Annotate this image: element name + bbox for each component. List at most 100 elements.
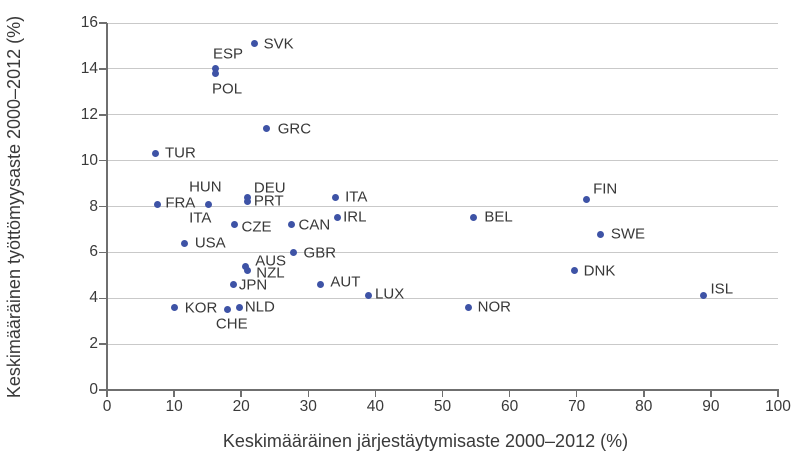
x-tick-60 — [508, 389, 511, 397]
y-tick-label-4: 4 — [89, 289, 98, 307]
point-label-deu: DEU — [253, 179, 286, 197]
data-point-jpn — [230, 280, 238, 288]
x-tick-label-90: 90 — [702, 398, 720, 415]
x-tick-label-50: 50 — [433, 398, 452, 415]
y-tick-12 — [99, 114, 107, 116]
x-tick-label-100: 100 — [765, 398, 791, 415]
point-label-hun: HUN — [189, 178, 222, 196]
x-tick-label-80: 80 — [635, 398, 653, 415]
gridline-y-16 — [107, 22, 778, 24]
data-point-gbr — [290, 248, 298, 256]
y-tick-label-10: 10 — [80, 151, 98, 169]
data-point-fin — [582, 196, 590, 204]
data-point-ita — [331, 193, 339, 201]
point-label-jpn: JPN — [238, 276, 268, 294]
data-point-deu — [244, 193, 252, 201]
gridline-y-14 — [107, 68, 778, 70]
y-tick-8 — [99, 205, 107, 208]
point-label-tur: TUR — [164, 144, 196, 162]
y-tick-10 — [99, 159, 107, 162]
y-tick-14 — [99, 68, 107, 70]
x-tick-label-20: 20 — [232, 398, 250, 415]
y-tick-label-0: 0 — [89, 381, 98, 398]
point-label-kor: KOR — [184, 299, 218, 317]
point-label-nzl: NZL — [256, 264, 285, 282]
x-tick-50 — [441, 389, 444, 397]
point-label-irl: IRL — [343, 208, 367, 226]
data-point-esp — [211, 65, 219, 73]
data-point-tur — [152, 150, 160, 158]
gridline-y-12 — [107, 114, 778, 116]
y-tick-label-16: 16 — [80, 14, 98, 31]
extra-label-ita-0: ITA — [189, 209, 212, 227]
x-tick-label-70: 70 — [568, 398, 586, 415]
data-point-bel — [469, 214, 477, 222]
gridline-y-2 — [107, 343, 778, 345]
point-label-fra: FRA — [165, 194, 196, 212]
x-axis-title: Keskimääräinen järjestäytymisaste 2000–2… — [222, 431, 629, 451]
y-tick-label-2: 2 — [89, 335, 98, 353]
x-tick-40 — [374, 389, 377, 397]
y-tick-0 — [99, 389, 107, 391]
point-label-ita: ITA — [345, 188, 368, 206]
data-point-grc — [263, 125, 271, 132]
data-point-irl — [333, 214, 341, 222]
data-point-swe — [597, 230, 605, 238]
x-tick-20 — [240, 389, 242, 397]
x-tick-label-0: 0 — [102, 398, 112, 415]
x-tick-80 — [643, 389, 645, 397]
point-label-cze: CZE — [241, 218, 272, 236]
point-label-usa: USA — [194, 234, 226, 252]
data-point-svk — [251, 40, 259, 48]
x-tick-70 — [575, 389, 578, 397]
y-tick-4 — [99, 297, 107, 299]
data-point-nld — [236, 303, 244, 311]
point-label-esp: ESP — [213, 45, 244, 63]
gridline-y-10 — [107, 160, 778, 162]
data-point-isl — [700, 292, 708, 300]
x-tick-label-10: 10 — [165, 398, 183, 415]
x-tick-30 — [307, 389, 310, 397]
point-label-nor: NOR — [477, 298, 511, 316]
point-label-aus: AUS — [255, 252, 287, 270]
point-label-lux: LUX — [375, 285, 405, 303]
x-tick-label-30: 30 — [299, 398, 317, 415]
x-tick-10 — [173, 389, 175, 397]
point-label-svk: SVK — [263, 35, 294, 53]
data-point-aus — [241, 262, 249, 270]
data-point-prt — [244, 198, 252, 206]
data-point-nzl — [243, 267, 251, 275]
point-label-nld: NLD — [244, 298, 275, 316]
y-tick-label-6: 6 — [89, 243, 98, 261]
data-point-cze — [230, 221, 238, 229]
x-tick-0 — [106, 389, 108, 397]
y-tick-16 — [99, 22, 107, 24]
y-tick-6 — [99, 251, 107, 254]
y-tick-2 — [99, 343, 107, 345]
gridline-y-6 — [107, 251, 778, 253]
point-label-grc: GRC — [277, 120, 312, 137]
data-point-pol — [211, 69, 219, 77]
data-point-hun — [204, 200, 212, 208]
x-tick-100 — [777, 389, 779, 397]
point-label-swe: SWE — [610, 225, 646, 243]
x-tick-90 — [710, 389, 712, 397]
data-point-nor — [465, 303, 473, 311]
data-point-can — [288, 221, 296, 229]
point-label-isl: ISL — [710, 280, 734, 298]
point-label-fin: FIN — [593, 180, 618, 198]
point-label-che: CHE — [215, 315, 248, 333]
point-label-pol: POL — [212, 80, 243, 98]
data-point-che — [224, 306, 232, 314]
gridline-y-8 — [107, 206, 778, 207]
point-label-dnk: DNK — [583, 262, 616, 280]
data-point-lux — [364, 292, 372, 300]
point-label-can: CAN — [298, 216, 331, 234]
y-tick-label-14: 14 — [80, 59, 98, 77]
data-point-usa — [181, 239, 189, 247]
point-label-aut: AUT — [330, 273, 361, 291]
data-point-fra — [153, 200, 161, 208]
point-label-prt: PRT — [253, 192, 284, 210]
point-label-bel: BEL — [484, 208, 513, 226]
